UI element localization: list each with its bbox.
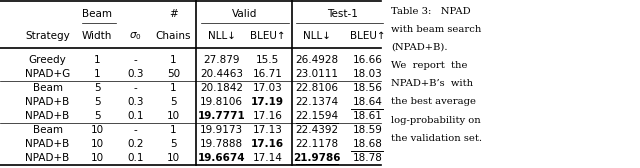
Text: 17.16: 17.16	[251, 139, 284, 149]
Text: 18.56: 18.56	[353, 83, 383, 93]
Text: NLL↓: NLL↓	[207, 31, 236, 41]
Text: Test-1: Test-1	[327, 9, 358, 19]
Text: NPAD+G: NPAD+G	[25, 69, 70, 79]
Text: 19.7771: 19.7771	[198, 111, 246, 121]
Text: We  report  the: We report the	[391, 61, 468, 70]
Text: 18.64: 18.64	[353, 97, 383, 107]
Text: -: -	[133, 125, 137, 135]
Text: BLEU↑: BLEU↑	[250, 31, 285, 41]
Text: the best average: the best average	[391, 97, 476, 107]
Text: NPAD+B’s  with: NPAD+B’s with	[391, 79, 474, 88]
Text: 22.1374: 22.1374	[296, 97, 339, 107]
Text: Chains: Chains	[156, 31, 191, 41]
Text: 17.13: 17.13	[253, 125, 283, 135]
Text: Greedy: Greedy	[29, 55, 67, 66]
Text: 1: 1	[94, 69, 100, 79]
Text: 18.78: 18.78	[353, 153, 383, 163]
Text: 10: 10	[90, 139, 104, 149]
Text: 16.66: 16.66	[353, 55, 383, 66]
Text: BLEU↑: BLEU↑	[349, 31, 385, 41]
Text: NPAD+B: NPAD+B	[26, 97, 70, 107]
Text: 19.9173: 19.9173	[200, 125, 243, 135]
Text: 18.61: 18.61	[353, 111, 383, 121]
Text: 50: 50	[166, 69, 180, 79]
Text: 17.14: 17.14	[253, 153, 283, 163]
Text: 22.1178: 22.1178	[296, 139, 339, 149]
Text: 26.4928: 26.4928	[296, 55, 339, 66]
Text: $\sigma_0$: $\sigma_0$	[129, 30, 141, 42]
Text: -: -	[133, 55, 137, 66]
Text: 1: 1	[170, 83, 177, 93]
Text: 15.5: 15.5	[256, 55, 279, 66]
Text: Beam: Beam	[82, 9, 112, 19]
Text: Valid: Valid	[232, 9, 257, 19]
Text: Strategy: Strategy	[25, 31, 70, 41]
Text: Table 3:   NPAD: Table 3: NPAD	[391, 7, 471, 16]
Text: -: -	[133, 83, 137, 93]
Text: 20.1842: 20.1842	[200, 83, 243, 93]
Text: 17.19: 17.19	[252, 97, 284, 107]
Text: (NPAD+B).: (NPAD+B).	[391, 43, 447, 52]
Text: 20.4463: 20.4463	[200, 69, 243, 79]
Text: 19.6674: 19.6674	[198, 153, 245, 163]
Text: log-probability on: log-probability on	[391, 116, 481, 125]
Text: 22.1594: 22.1594	[296, 111, 339, 121]
Text: 18.03: 18.03	[353, 69, 382, 79]
Text: 19.8106: 19.8106	[200, 97, 243, 107]
Text: the validation set.: the validation set.	[391, 134, 482, 143]
Text: 1: 1	[94, 55, 100, 66]
Text: Width: Width	[82, 31, 112, 41]
Text: 0.3: 0.3	[127, 97, 143, 107]
Text: NPAD+B: NPAD+B	[26, 111, 70, 121]
Text: 23.0111: 23.0111	[296, 69, 339, 79]
Text: 22.8106: 22.8106	[296, 83, 339, 93]
Text: 10: 10	[90, 125, 104, 135]
Text: 0.3: 0.3	[127, 69, 143, 79]
Text: 0.1: 0.1	[127, 153, 143, 163]
Text: 17.03: 17.03	[253, 83, 283, 93]
Text: 5: 5	[170, 139, 177, 149]
Text: 22.4392: 22.4392	[296, 125, 339, 135]
Text: 18.59: 18.59	[353, 125, 383, 135]
Text: Beam: Beam	[33, 125, 63, 135]
Text: NPAD+B: NPAD+B	[26, 139, 70, 149]
Text: 19.7888: 19.7888	[200, 139, 243, 149]
Text: 5: 5	[94, 83, 100, 93]
Text: 5: 5	[170, 97, 177, 107]
Text: 27.879: 27.879	[204, 55, 240, 66]
Text: with beam search: with beam search	[391, 25, 481, 34]
Text: 5: 5	[94, 111, 100, 121]
Text: NLL↓: NLL↓	[303, 31, 332, 41]
Text: 10: 10	[166, 153, 180, 163]
Text: 17.16: 17.16	[253, 111, 283, 121]
Text: Beam: Beam	[33, 83, 63, 93]
Text: 1: 1	[170, 55, 177, 66]
Text: 0.2: 0.2	[127, 139, 143, 149]
Text: #: #	[169, 9, 178, 19]
Text: 10: 10	[166, 111, 180, 121]
Text: 10: 10	[90, 153, 104, 163]
Text: 21.9786: 21.9786	[294, 153, 341, 163]
Text: 16.71: 16.71	[253, 69, 283, 79]
Text: 18.68: 18.68	[353, 139, 383, 149]
Text: 5: 5	[94, 97, 100, 107]
Text: 0.1: 0.1	[127, 111, 143, 121]
Text: NPAD+B: NPAD+B	[26, 153, 70, 163]
Text: 1: 1	[170, 125, 177, 135]
